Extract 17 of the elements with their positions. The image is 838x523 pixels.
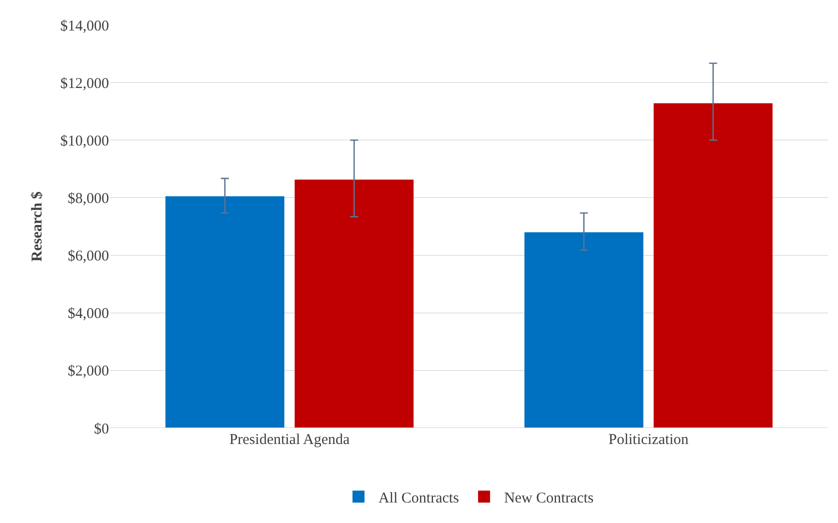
y-axis-title: Research $ (30, 190, 46, 262)
y-tick-label: $2,000 (68, 364, 109, 380)
bar (294, 180, 414, 428)
y-tick-label: $14,000 (60, 18, 109, 34)
bar (524, 232, 644, 428)
x-tick-label: Presidential Agenda (229, 432, 350, 448)
y-tick-label: $4,000 (68, 306, 109, 322)
y-tick-label: $10,000 (60, 133, 109, 150)
y-tick-label: $12,000 (60, 76, 109, 92)
bar (165, 196, 284, 428)
legend-label: All Contracts (378, 490, 460, 506)
bar (654, 103, 773, 428)
legend-label: New Contracts (504, 490, 594, 506)
y-tick-label: $6,000 (68, 248, 109, 265)
y-tick-label: $0 (94, 421, 109, 438)
x-tick-label: Politicization (608, 432, 689, 448)
y-tick-label: $8,000 (68, 190, 109, 207)
